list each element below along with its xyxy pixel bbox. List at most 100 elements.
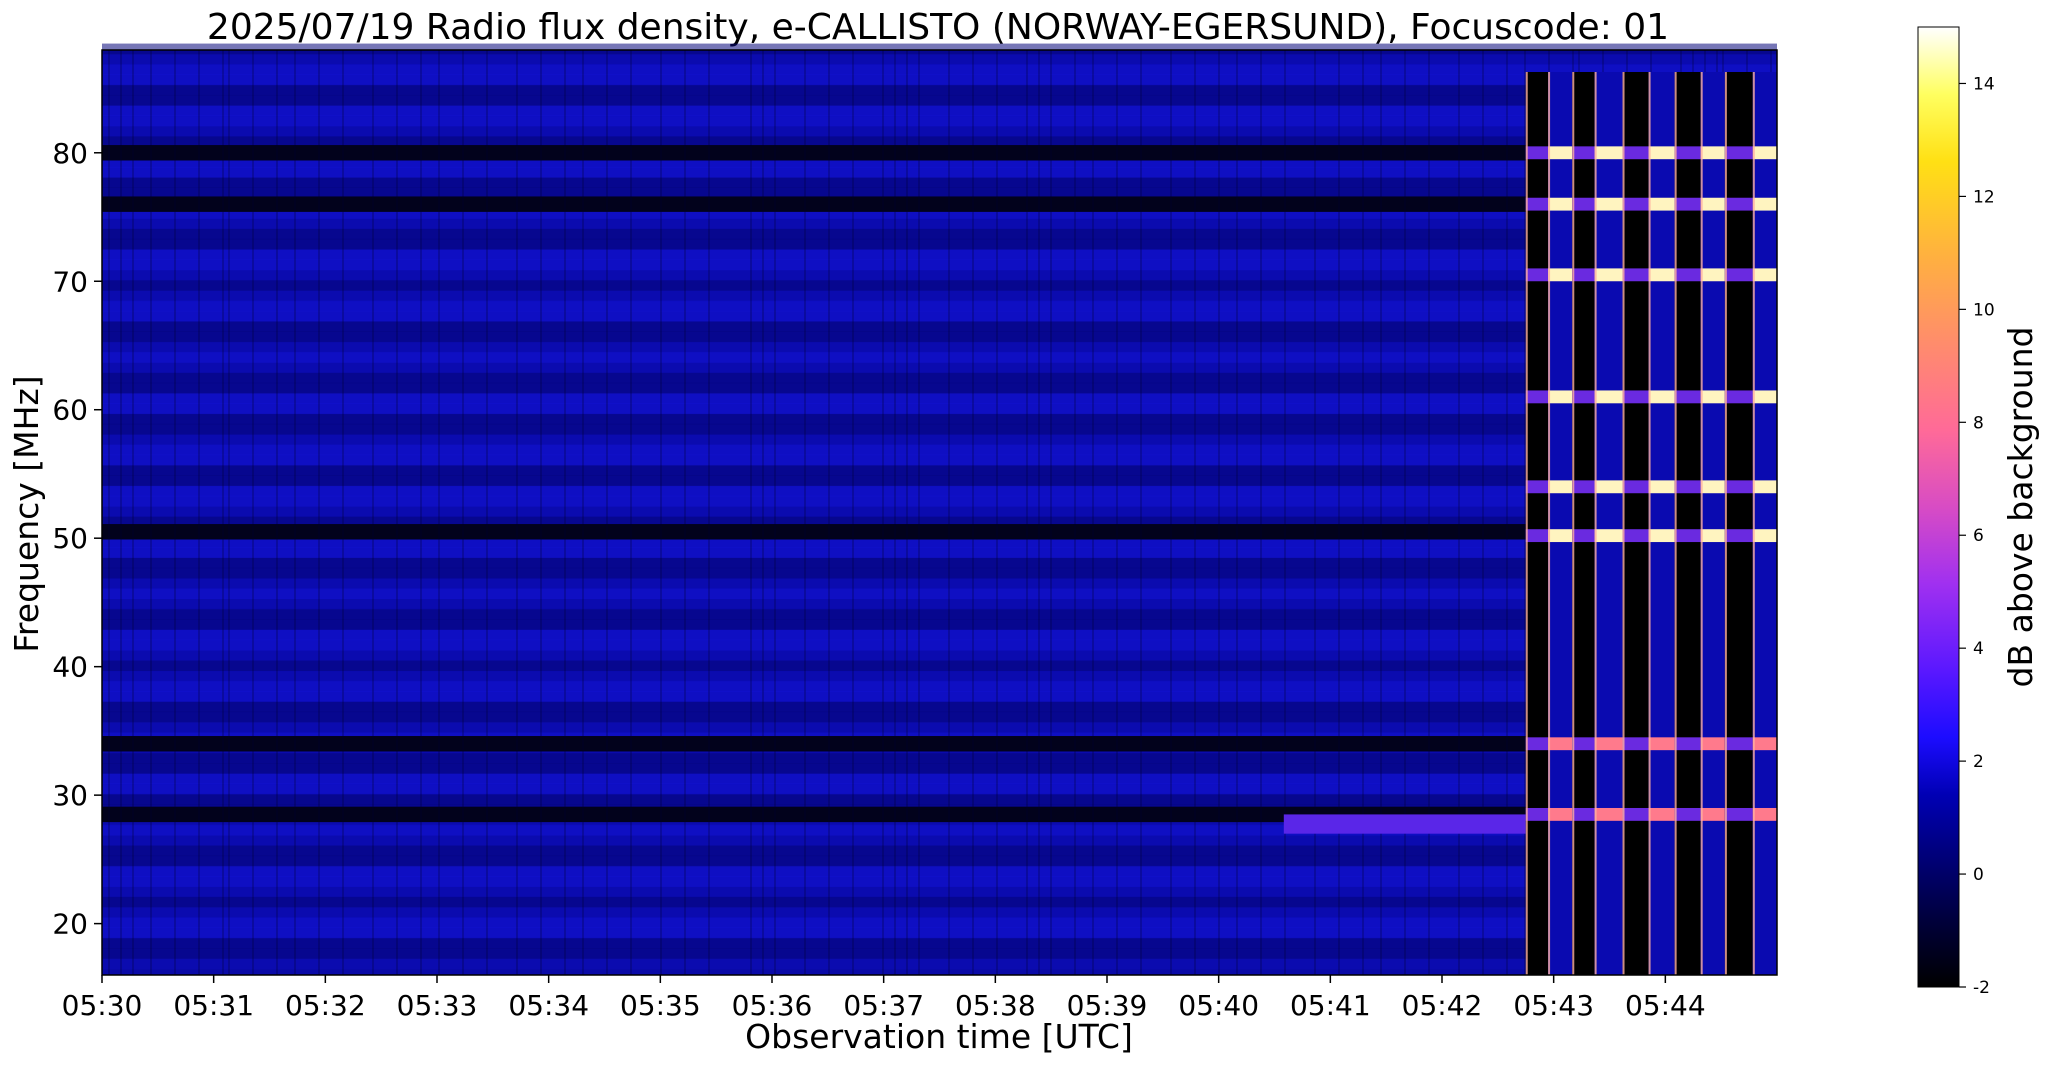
time-stripe [252, 50, 254, 975]
frequency-band [102, 125, 1777, 137]
interference-edge [1525, 72, 1528, 975]
frequency-band [102, 937, 1777, 949]
interference-band [1724, 146, 1753, 160]
interference-band [1674, 268, 1701, 282]
interference-band [1648, 146, 1675, 160]
colorbar-tick-label: 8 [1973, 413, 1984, 433]
time-stripe [1170, 50, 1172, 975]
interference-band [1594, 146, 1623, 160]
frequency-band [102, 444, 1777, 456]
frequency-band [102, 454, 1777, 466]
interference-band [1622, 390, 1649, 404]
frequency-band [102, 259, 1777, 271]
interference-band [1674, 737, 1701, 751]
y-axis-label: Frequency [MHz] [7, 375, 46, 652]
interference-band [1648, 807, 1675, 821]
frequency-band [102, 351, 1777, 363]
frequency-band [102, 434, 1777, 445]
time-stripe [996, 50, 998, 975]
frequency-band [102, 249, 1777, 260]
x-axis: 05:30 05:31 05:32 05:33 05:34 05:35 05:36 05:37… [62, 975, 1706, 1022]
dark-band [102, 524, 1777, 540]
time-stripe [1524, 50, 1526, 975]
frequency-band [102, 536, 1777, 548]
time-stripe [918, 50, 920, 975]
frequency-band [102, 177, 1777, 188]
x-tick-label: 05:32 [285, 989, 366, 1022]
frequency-band [102, 557, 1777, 569]
x-tick-label: 05:31 [173, 989, 254, 1022]
interference-band [1572, 146, 1595, 160]
frequency-band [102, 793, 1777, 805]
x-tick-label: 05:37 [843, 989, 924, 1022]
interference-band [1700, 197, 1725, 211]
time-stripe [1482, 50, 1484, 975]
frequency-band [102, 721, 1777, 733]
time-stripe [396, 50, 398, 975]
interference-band [1548, 197, 1573, 211]
colorbar-tick-label: 6 [1973, 526, 1984, 546]
interference-column [1674, 72, 1701, 975]
interference-band [1648, 529, 1675, 543]
time-stripe [804, 50, 806, 975]
interference-band [1548, 737, 1573, 751]
interference-band [1594, 529, 1623, 543]
interference-band [1724, 807, 1753, 821]
interference-edge [1548, 72, 1551, 975]
time-stripe [1404, 50, 1406, 975]
interference-column [1622, 72, 1649, 975]
interference-column [1548, 72, 1573, 975]
interference-band [1674, 529, 1701, 543]
interference-band [1752, 146, 1777, 160]
interference-band [1648, 737, 1675, 751]
interference-band [1700, 529, 1725, 543]
interference-band [1525, 807, 1549, 821]
time-stripe [1092, 50, 1094, 975]
interference-band [1622, 480, 1649, 494]
interference-band [1525, 480, 1549, 494]
time-stripe [1338, 50, 1340, 975]
frequency-band [102, 660, 1777, 672]
y-tick-label: 50 [52, 522, 88, 555]
interference-band [1572, 197, 1595, 211]
interference-band [1525, 529, 1549, 543]
time-stripe [708, 50, 710, 975]
interference-band [1648, 268, 1675, 282]
dark-band [102, 736, 1777, 752]
time-stripe [108, 50, 110, 975]
interference-band [1525, 146, 1549, 160]
time-stripe [120, 50, 122, 975]
frequency-band [102, 763, 1777, 774]
interference-band [1525, 390, 1549, 404]
time-stripe [828, 50, 830, 975]
time-stripe [750, 50, 752, 975]
interference-band [1752, 807, 1777, 821]
time-stripe [222, 50, 224, 975]
interference-band [1700, 480, 1725, 494]
interference-band [1674, 146, 1701, 160]
time-stripe [1260, 50, 1262, 975]
interference-column [1648, 72, 1675, 975]
interference-edge [1752, 72, 1755, 975]
x-tick-label: 05:44 [1625, 989, 1706, 1022]
frequency-band [102, 423, 1777, 435]
interference-band [1724, 197, 1753, 211]
frequency-band [102, 608, 1777, 620]
interference-band [1700, 268, 1725, 282]
x-tick-label: 05:39 [1067, 989, 1148, 1022]
frequency-band [102, 43, 1777, 55]
frequency-band [102, 218, 1777, 230]
x-axis-label: Observation time [UTC] [745, 1017, 1133, 1056]
frequency-band [102, 783, 1777, 795]
interference-band [1724, 390, 1753, 404]
time-stripe [516, 50, 518, 975]
time-stripe [1362, 50, 1364, 975]
interference-band [1674, 807, 1701, 821]
y-axis: 20 30 40 50 60 70 80 [52, 137, 102, 941]
frequency-band [102, 701, 1777, 713]
frequency-band [102, 896, 1777, 908]
frequency-band [102, 876, 1777, 887]
time-stripe [1314, 50, 1316, 975]
time-stripe [894, 50, 896, 975]
